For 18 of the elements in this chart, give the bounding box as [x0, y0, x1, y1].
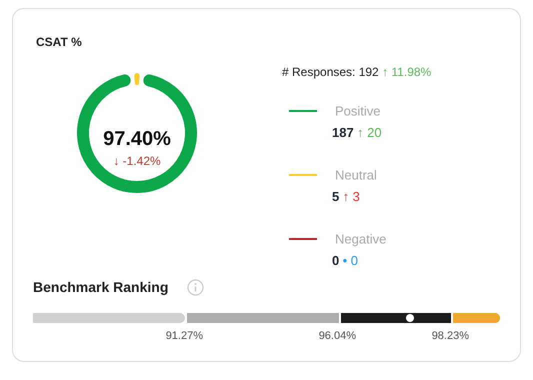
text: 96.04%	[318, 330, 356, 342]
text: # Responses: 192	[282, 65, 380, 79]
legend-label: Neutral	[335, 168, 378, 182]
legend-label: Positive	[335, 104, 381, 118]
text: 0	[332, 253, 340, 268]
data-label: 5	[332, 189, 340, 204]
text: • 0	[342, 253, 358, 268]
text: 97.40%	[103, 128, 172, 150]
text: Benchmark Ranking	[33, 279, 168, 295]
chart-title: CSAT %	[36, 35, 82, 49]
text: 98.23%	[430, 330, 469, 342]
text: 91.27%	[164, 330, 203, 342]
text: ↑ 20	[357, 125, 382, 140]
legend-label: Negative	[335, 232, 386, 246]
data-label: 187	[332, 125, 354, 140]
text: ↑ 3	[342, 189, 360, 204]
text: ↑ 11.98%	[382, 65, 432, 79]
text: ↓ -1.42%	[113, 154, 162, 168]
